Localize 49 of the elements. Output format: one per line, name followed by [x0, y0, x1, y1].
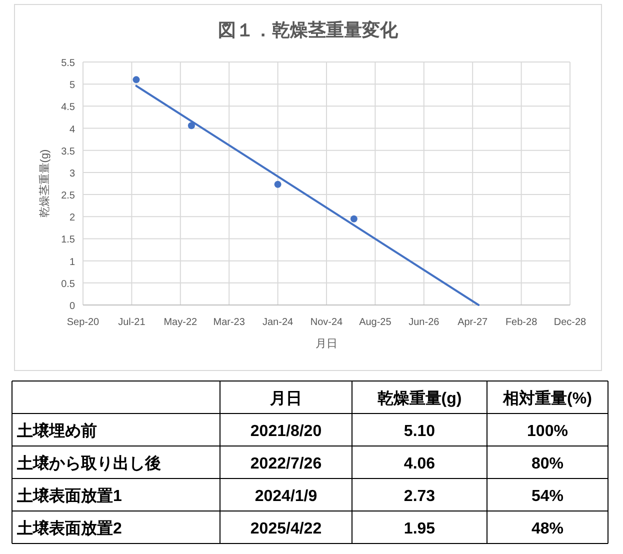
y-tick-label: 0.5 [61, 278, 76, 290]
y-tick-label: 5.5 [61, 58, 76, 69]
x-tick-label: Mar-23 [213, 317, 246, 328]
text: 54% [531, 488, 564, 505]
y-tick-label: 3 [69, 168, 76, 180]
x-tick-label: Jun-26 [408, 317, 440, 328]
text: 5.10 [404, 422, 436, 440]
y-tick-label: 1.5 [61, 234, 76, 246]
y-tick-label: 4.5 [61, 102, 76, 114]
x-tick-label: Sep-20 [66, 317, 100, 328]
category-label: 乾燥重量(g) [377, 389, 462, 408]
x-axis-title: 月日 [316, 338, 338, 350]
y-axis-title: 乾燥茎重量(g) [38, 149, 51, 218]
y-tick-label: 4 [69, 124, 76, 136]
text: 100% [527, 422, 568, 440]
y-tick-label: 2.5 [61, 190, 76, 202]
text: 2021/8/20 [250, 422, 322, 440]
point [188, 122, 195, 130]
y-tick-label: 1 [69, 256, 76, 268]
text: 1.95 [404, 520, 436, 538]
y-tick-label: 5 [69, 80, 76, 92]
x-tick-label: Jan-24 [262, 317, 294, 328]
x-tick-label: Jul-21 [118, 317, 146, 328]
text: 80% [531, 455, 564, 472]
y-tick-label: 3.5 [61, 146, 76, 158]
x-tick-label: Nov-24 [310, 317, 344, 328]
category-label: 土壌表面放置1 [17, 488, 122, 505]
text: 48% [531, 520, 564, 538]
category-label: 土壌から取り出し後 [17, 455, 161, 472]
text: 4.06 [404, 455, 436, 472]
category-label: 土壌埋め前 [17, 422, 97, 440]
chart-title: 図１．乾燥茎重量変化 [218, 20, 399, 40]
point [350, 215, 358, 222]
point [274, 180, 282, 188]
text: 2025/4/22 [250, 520, 322, 538]
y-tick-label: 0 [69, 301, 76, 312]
x-tick-label: May-22 [164, 317, 198, 328]
text: 2024/1/9 [254, 488, 318, 505]
x-tick-label: Aug-25 [359, 317, 392, 328]
category-label: 相対重量(%) [502, 388, 592, 408]
x-tick-label: Apr-27 [458, 317, 488, 328]
category-label: 月日 [269, 390, 302, 408]
point [132, 76, 140, 84]
text: 2022/7/26 [250, 455, 322, 472]
x-tick-label: Dec-28 [554, 317, 587, 328]
y-tick-label: 2 [69, 212, 76, 224]
text: 2.73 [404, 488, 436, 505]
x-tick-label: Feb-28 [505, 317, 538, 328]
category-label: 土壌表面放置2 [17, 520, 122, 538]
